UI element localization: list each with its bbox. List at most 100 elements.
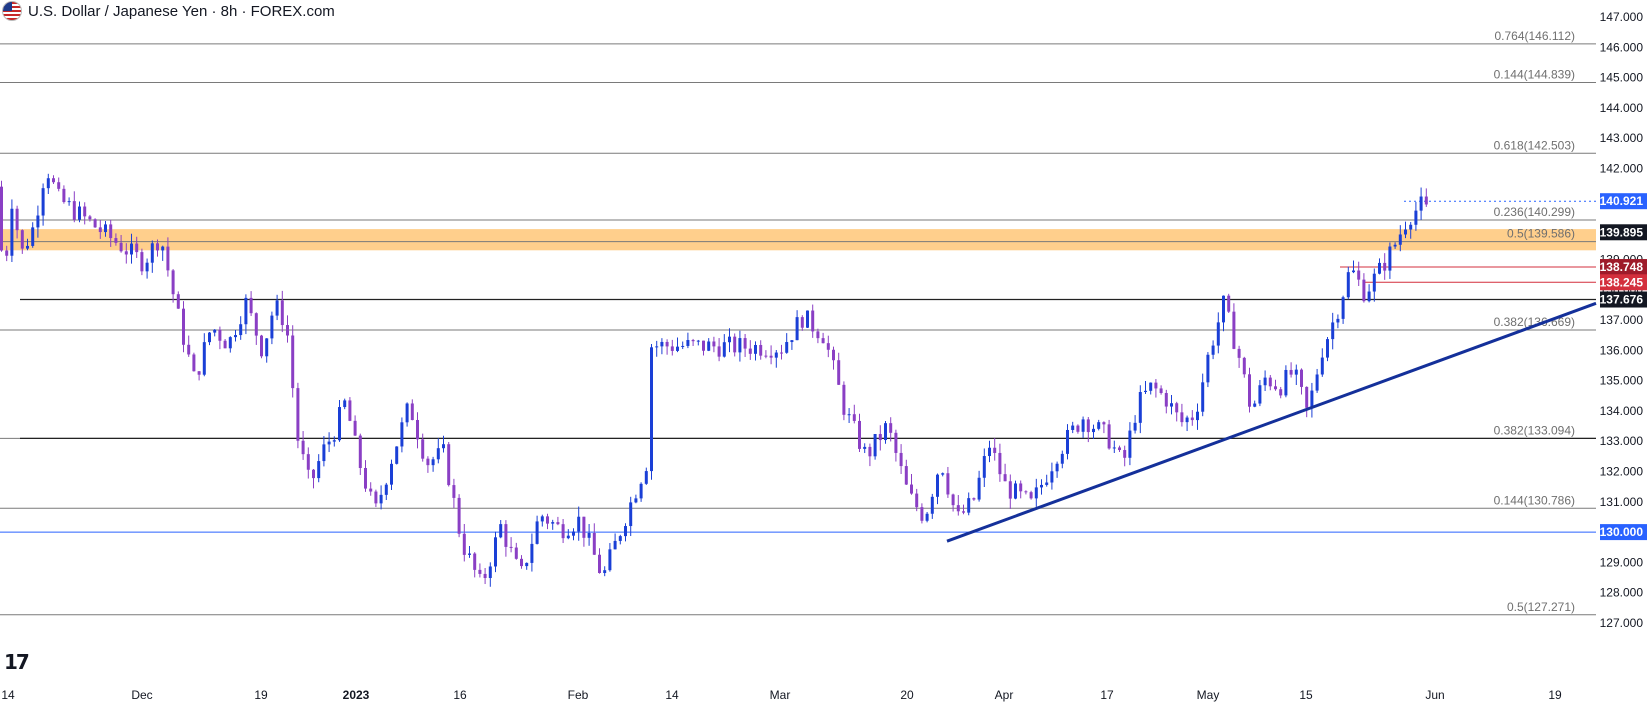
candle-body (150, 243, 154, 263)
candle-body (681, 345, 685, 347)
candle-body (847, 414, 851, 416)
price-tag[interactable] (1600, 193, 1647, 210)
candle-body (972, 498, 976, 500)
candle-body (244, 297, 248, 325)
time-axis[interactable] (0, 683, 1647, 705)
candle-body (858, 420, 861, 449)
candle-body (400, 422, 404, 447)
candle-body (1352, 270, 1355, 273)
candle-body (525, 562, 529, 567)
candle-body (41, 188, 45, 216)
price-tag[interactable] (1600, 259, 1647, 276)
candle-body (140, 252, 144, 272)
price-tag[interactable] (1600, 274, 1647, 291)
candle-body (1149, 382, 1153, 391)
candle-body (1190, 417, 1194, 421)
candle-body (426, 458, 430, 466)
candle-body (785, 342, 789, 353)
candle-body (910, 484, 913, 494)
candle-body (873, 434, 877, 457)
candle-body (774, 352, 778, 358)
candle-body (442, 444, 445, 449)
candle-body (530, 543, 534, 563)
candle-body (1305, 386, 1309, 408)
candle-body (1164, 393, 1168, 407)
candle-body (1242, 357, 1246, 375)
candle-body (468, 553, 471, 555)
candle-body (868, 446, 872, 457)
price-tag[interactable] (1600, 524, 1647, 541)
candle-body (483, 573, 487, 579)
candle-body (946, 473, 950, 495)
candle-body (166, 246, 170, 271)
candle-body (488, 566, 492, 579)
candle-body (546, 516, 549, 524)
candle-body (395, 446, 399, 464)
candle-body (998, 452, 1002, 475)
candle-body (1196, 411, 1199, 421)
usd-flag-icon (2, 1, 22, 21)
candle-body (228, 337, 232, 349)
candle-body (728, 336, 731, 343)
candle-body (1248, 374, 1251, 407)
candle-body (988, 447, 991, 457)
candle-body (15, 208, 19, 231)
candle-body (119, 242, 123, 252)
candle-body (436, 448, 440, 460)
x-tick-label: 19 (254, 688, 268, 702)
y-tick-label: 137.000 (1600, 313, 1644, 327)
candle-body (36, 215, 40, 228)
candle-body (930, 496, 934, 514)
candle-body (1362, 279, 1366, 302)
candle-body (275, 300, 279, 316)
price-axis[interactable] (1600, 0, 1647, 705)
candle-body (1253, 403, 1257, 407)
price-tag-label: 139.895 (1600, 225, 1644, 239)
candle-body (332, 440, 336, 442)
candle-body (286, 325, 289, 336)
candle-body (634, 498, 638, 503)
y-tick-label: 128.000 (1600, 586, 1644, 600)
candle-body (213, 329, 217, 333)
x-tick-label: 15 (1299, 688, 1313, 702)
candle-body (358, 435, 362, 469)
candle-body (1107, 424, 1111, 449)
candle-body (863, 446, 867, 449)
tradingview-logo-icon[interactable]: 17 (4, 650, 30, 674)
price-tag[interactable] (1600, 224, 1647, 241)
candle-body (535, 521, 539, 544)
candle-body (1086, 419, 1090, 433)
candle-body (457, 497, 461, 534)
candle-body (10, 208, 14, 256)
x-tick-label: Dec (131, 688, 152, 702)
candle-body (218, 329, 222, 341)
candle-body (894, 432, 898, 453)
candle-body (962, 511, 965, 513)
price-tag-label: 138.748 (1600, 260, 1644, 274)
candle-body (161, 246, 165, 251)
candle-body (1066, 429, 1069, 454)
candle-body (665, 341, 669, 347)
candle-body (1284, 369, 1288, 396)
candle-body (842, 384, 846, 415)
candle-body (889, 423, 893, 433)
candle-body (249, 297, 253, 314)
candle-body (301, 440, 305, 455)
candle-body (556, 522, 560, 525)
candle-body (1170, 403, 1173, 407)
candle-body (187, 344, 191, 355)
candle-body (1341, 297, 1345, 319)
candle-body (624, 526, 627, 537)
candle-body (618, 536, 622, 541)
y-tick-label: 135.000 (1600, 374, 1644, 388)
price-tag[interactable] (1600, 291, 1647, 308)
candle-body (1133, 422, 1137, 431)
candle-body (1014, 483, 1017, 499)
candle-body (1045, 482, 1049, 485)
candle-body (920, 507, 924, 521)
candle-body (447, 444, 451, 486)
fib-level-label: 0.5(139.586) (1507, 227, 1575, 241)
candle-body (1315, 374, 1319, 391)
price-tag-label: 140.921 (1600, 194, 1644, 208)
